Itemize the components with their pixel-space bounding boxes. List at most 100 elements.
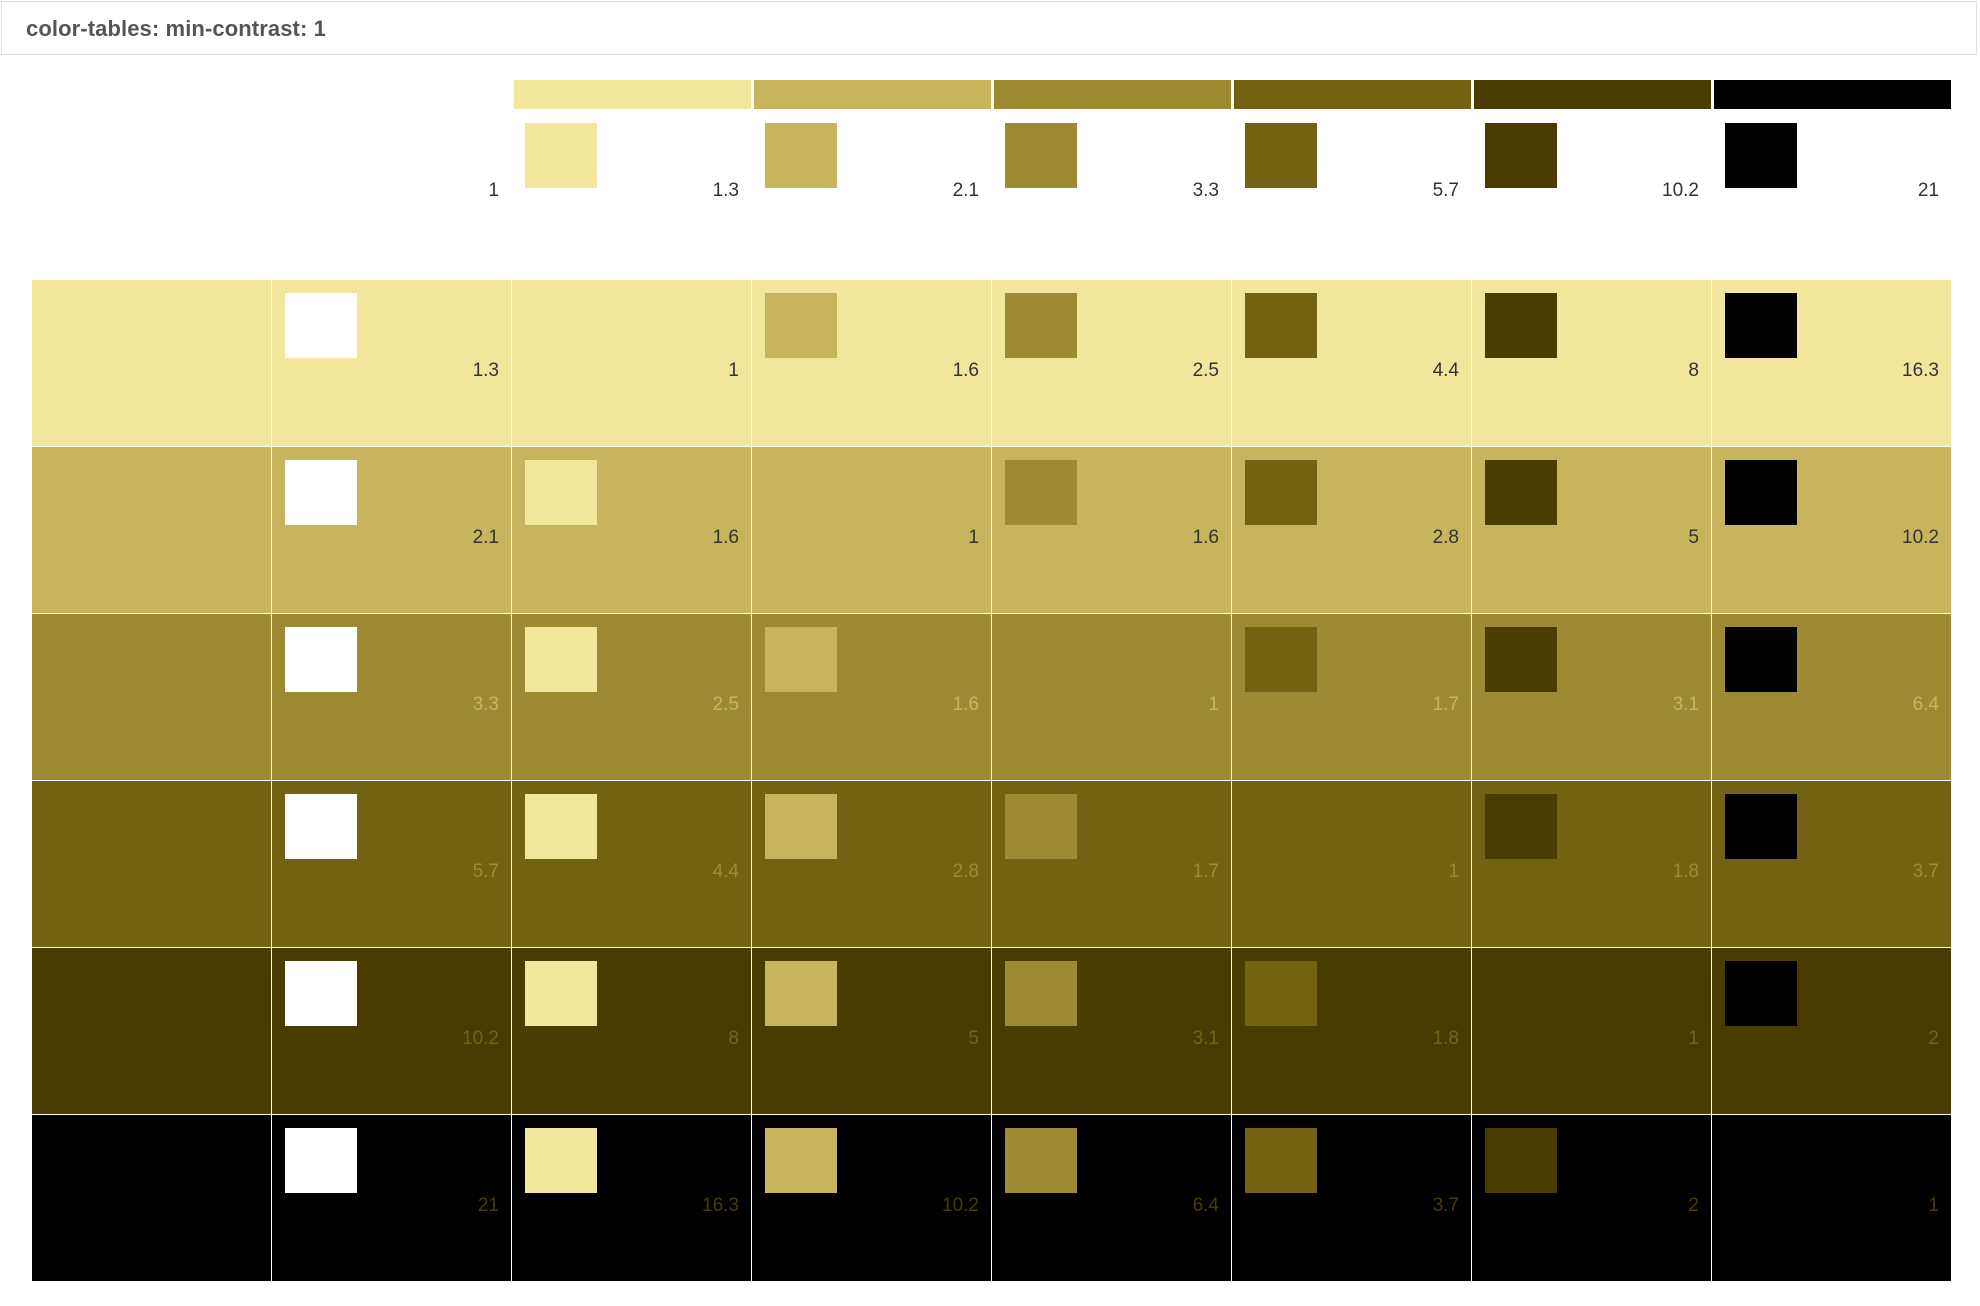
header-color-bar [514, 80, 751, 109]
contrast-cell: 1.6 [752, 614, 991, 780]
foreground-color-swatch [765, 293, 837, 358]
foreground-color-swatch [1725, 961, 1797, 1026]
row-color-label-cell [32, 447, 271, 613]
header-cell: 3.3 [992, 110, 1231, 220]
header-color-swatch [1725, 123, 1797, 188]
foreground-color-swatch [1245, 460, 1317, 525]
contrast-cell: 2 [1472, 1115, 1711, 1281]
header-contrast-ratio: 1.3 [712, 180, 739, 201]
contrast-cell: 1.7 [1232, 614, 1471, 780]
foreground-color-swatch [1485, 1128, 1557, 1193]
foreground-color-swatch [765, 961, 837, 1026]
header-contrast-ratio: 5.7 [1432, 180, 1459, 201]
contrast-ratio: 8 [728, 1028, 739, 1049]
contrast-ratio: 1 [968, 527, 979, 548]
header-color-swatch [1005, 123, 1077, 188]
contrast-cell: 3.1 [1472, 614, 1711, 780]
contrast-ratio: 6.4 [1912, 694, 1939, 715]
foreground-color-swatch [525, 627, 597, 692]
contrast-ratio: 1 [1448, 861, 1459, 882]
header-cell: 1 [272, 110, 511, 220]
foreground-color-swatch [1005, 460, 1077, 525]
contrast-ratio: 3.1 [1192, 1028, 1219, 1049]
foreground-color-swatch [1485, 627, 1557, 692]
contrast-ratio: 1.3 [472, 360, 499, 381]
contrast-cell: 2.1 [272, 447, 511, 613]
contrast-cell: 1 [512, 280, 751, 446]
header-color-swatch [1245, 123, 1317, 188]
contrast-ratio: 5 [1688, 527, 1699, 548]
contrast-ratio: 1.6 [952, 360, 979, 381]
foreground-color-swatch [1725, 627, 1797, 692]
foreground-color-swatch [1245, 961, 1317, 1026]
contrast-cell: 1 [1232, 781, 1471, 947]
row-color-label-cell [32, 280, 271, 446]
contrast-ratio: 1 [1208, 694, 1219, 715]
header-cell: 2.1 [752, 110, 991, 220]
contrast-ratio: 16.3 [1902, 360, 1939, 381]
contrast-cell: 5.7 [272, 781, 511, 947]
foreground-color-swatch [1005, 1128, 1077, 1193]
foreground-color-swatch [1245, 1128, 1317, 1193]
header-color-bar [994, 80, 1231, 109]
contrast-cell: 1 [1712, 1115, 1951, 1281]
contrast-cell: 2.5 [512, 614, 751, 780]
title-bar: color-tables: min-contrast: 1 [1, 1, 1977, 55]
contrast-cell: 3.7 [1712, 781, 1951, 947]
contrast-ratio: 4.4 [1432, 360, 1459, 381]
contrast-cell: 2.8 [1232, 447, 1471, 613]
row-color-label-cell [32, 614, 271, 780]
header-cell: 21 [1712, 110, 1951, 220]
contrast-cell: 6.4 [1712, 614, 1951, 780]
foreground-color-swatch [1485, 460, 1557, 525]
contrast-ratio: 2 [1688, 1195, 1699, 1216]
header-contrast-ratio: 2.1 [952, 180, 979, 201]
header-color-swatch [765, 123, 837, 188]
row-color-label-cell [32, 948, 271, 1114]
contrast-ratio: 5 [968, 1028, 979, 1049]
foreground-color-swatch [285, 460, 357, 525]
contrast-cell: 1 [752, 447, 991, 613]
header-color-swatch [525, 123, 597, 188]
contrast-cell: 2.5 [992, 280, 1231, 446]
contrast-ratio: 2.5 [712, 694, 739, 715]
foreground-color-swatch [1245, 293, 1317, 358]
header-color-bar [754, 80, 991, 109]
contrast-cell: 16.3 [1712, 280, 1951, 446]
contrast-cell: 8 [1472, 280, 1711, 446]
header-cell: 5.7 [1232, 110, 1471, 220]
foreground-color-swatch [1485, 794, 1557, 859]
foreground-color-swatch [1005, 794, 1077, 859]
contrast-cell: 10.2 [752, 1115, 991, 1281]
contrast-ratio: 4.4 [712, 861, 739, 882]
contrast-cell: 1.8 [1472, 781, 1711, 947]
foreground-color-swatch [285, 1128, 357, 1193]
contrast-cell: 10.2 [1712, 447, 1951, 613]
contrast-ratio: 3.3 [472, 694, 499, 715]
header-color-bar [1474, 80, 1711, 109]
header-cell: 10.2 [1472, 110, 1711, 220]
header-contrast-ratio: 10.2 [1662, 180, 1699, 201]
contrast-ratio: 10.2 [942, 1195, 979, 1216]
contrast-ratio: 10.2 [462, 1028, 499, 1049]
contrast-cell: 1 [1472, 948, 1711, 1114]
foreground-color-swatch [1005, 293, 1077, 358]
contrast-ratio: 1.6 [952, 694, 979, 715]
contrast-cell: 1.6 [512, 447, 751, 613]
contrast-cell: 21 [272, 1115, 511, 1281]
contrast-ratio: 3.7 [1912, 861, 1939, 882]
foreground-color-swatch [285, 961, 357, 1026]
contrast-ratio: 2.8 [1432, 527, 1459, 548]
foreground-color-swatch [765, 627, 837, 692]
contrast-cell: 5 [1472, 447, 1711, 613]
contrast-cell: 2.8 [752, 781, 991, 947]
header-color-bar [1234, 80, 1471, 109]
contrast-ratio: 1.7 [1432, 694, 1459, 715]
contrast-ratio: 1 [1928, 1195, 1939, 1216]
contrast-cell: 1 [992, 614, 1231, 780]
header-contrast-ratio: 1 [488, 180, 499, 201]
contrast-ratio: 2 [1928, 1028, 1939, 1049]
contrast-cell: 8 [512, 948, 751, 1114]
contrast-cell: 5 [752, 948, 991, 1114]
contrast-cell: 1.6 [752, 280, 991, 446]
